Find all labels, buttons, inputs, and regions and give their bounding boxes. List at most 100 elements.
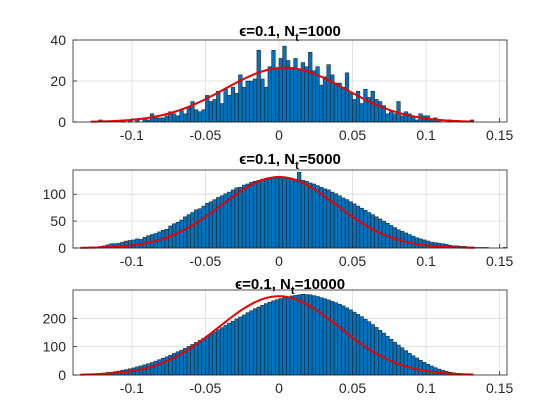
panel-2-bar-37	[216, 197, 221, 249]
panel-2-xtick-label-3: 0	[275, 253, 283, 269]
panel-2-xtick-label-2: -0.05	[189, 253, 221, 269]
panel-1-bar-55	[297, 68, 302, 123]
panel-1-ytick-label-1: 0	[58, 114, 66, 130]
panel-3-bar-33	[197, 340, 202, 376]
panel-3-bar-19	[146, 363, 151, 376]
panel-3-xtick-label-6: 0.15	[486, 380, 513, 396]
panel-1-bar-42	[249, 80, 254, 123]
panel-1-bar-46	[264, 86, 269, 123]
panel-1-bar-83	[400, 115, 405, 123]
panel-3-bar-96	[429, 365, 434, 376]
panel-3-bar-48	[252, 308, 258, 376]
panel-1-bar-57	[304, 66, 309, 123]
panel-3-bar-45	[241, 314, 247, 376]
panel-3-ytick-label-2: 100	[43, 339, 67, 355]
panel-1-bar-53	[289, 68, 294, 123]
panel-1-bar-68	[344, 72, 350, 123]
panel-1-bar-75	[370, 91, 375, 123]
panel-1-bar-61	[319, 84, 324, 123]
panel-2-bar-63	[311, 183, 316, 249]
panel-2-bar-64	[315, 185, 320, 249]
panel-1-bar-21	[172, 113, 177, 123]
panel-2-bar-42	[234, 187, 239, 249]
panel-1-bar-40	[241, 86, 247, 123]
panel-2-bar-53	[275, 177, 280, 249]
panel-3-bar-87	[396, 344, 401, 376]
panel-3-bar-69	[330, 301, 335, 376]
panel-2-bar-48	[256, 179, 261, 249]
panel-3-xtick-label-4: 0.05	[339, 380, 366, 396]
panel-2-bar-36	[212, 199, 217, 249]
panel-2-bar-72	[344, 199, 350, 249]
panel-1-bar-44	[256, 50, 261, 123]
panel-3-bar-38	[216, 329, 221, 376]
panel-1-bar-49	[275, 68, 280, 123]
panel-2-bar-61	[304, 181, 309, 249]
panel-2-bar-30	[190, 212, 195, 249]
panel-3-bar-70	[333, 302, 339, 376]
panel-1-bar-81	[392, 113, 397, 123]
panel-1-bar-52	[286, 60, 291, 123]
panel-2-bar-69	[333, 193, 339, 249]
panel-1-bar-79	[385, 113, 390, 123]
panel-1-bar-48	[271, 50, 276, 123]
panel-2-ytick-label-1: 0	[58, 240, 66, 256]
panel-3-bar-93	[418, 360, 423, 376]
panel-2: -0.1 -0.05 0 0.05 0.1 0.15 0 50 100 ϵ=0.1, Nt=50…	[43, 151, 514, 269]
panel-3-ytick-label-1: 0	[58, 367, 66, 383]
panel-1-bar-76	[374, 99, 379, 123]
panel-2-bar-79	[370, 214, 375, 249]
panel-3-bar-20	[149, 362, 155, 376]
panel-1-bar-34	[219, 103, 225, 123]
panel-1-fit-curve	[90, 66, 474, 123]
panel-2-bar-57	[289, 178, 294, 249]
panel-3-bar-18	[142, 364, 147, 376]
panel-2-xtick-label-5: 0.1	[416, 253, 436, 269]
panel-3-axes-box	[72, 289, 508, 376]
panel-1-bar-31	[208, 101, 214, 123]
panel-3-bar-74	[348, 309, 353, 376]
panel-1-bar-70	[352, 99, 357, 123]
panel-3-bar-57	[286, 296, 291, 376]
panel-1-xtick-label-3: 0	[275, 127, 283, 143]
panel-2-title: ϵ=0.1, Nt=5000	[239, 151, 341, 172]
panel-1-bar-45	[260, 78, 265, 123]
panel-2-bar-55	[282, 177, 287, 249]
panel-3-bar-39	[219, 327, 225, 376]
panel-2-bar-26	[175, 221, 180, 249]
panel-1-title: ϵ=0.1, Nt=1000	[239, 23, 341, 44]
panel-2-bar-52	[271, 177, 276, 249]
panel-3-bar-82	[378, 329, 383, 376]
panel-3-bar-88	[400, 347, 405, 376]
panel-3-bar-89	[403, 350, 408, 376]
panel-3-bar-92	[414, 357, 419, 376]
panel-2-bar-59	[297, 171, 302, 249]
panel-1-bar-47	[267, 66, 272, 123]
panel-2-bar-77	[363, 210, 368, 249]
panel-3-bar-71	[337, 303, 342, 376]
panel-1-bar-62	[322, 76, 328, 123]
panel-2-bar-51	[267, 177, 272, 249]
panel-3-bar-23	[161, 358, 166, 376]
panel-1-bar-27	[194, 109, 199, 123]
panel-2-bar-58	[293, 178, 298, 249]
panel-2-bar-60	[300, 179, 305, 249]
panel-3-bar-52	[267, 301, 272, 376]
panel-3-bar-54	[275, 299, 280, 376]
panel-2-bar-28	[183, 216, 188, 249]
panel-1-bar-17	[157, 117, 162, 123]
panel-3-xtick-label-3: 0	[275, 380, 283, 396]
panel-1-bar-51	[282, 45, 287, 123]
panel-2-bar-56	[286, 177, 291, 249]
panel-2-bar-73	[348, 201, 353, 249]
panel-3-bar-94	[422, 362, 427, 376]
panel-1-bar-32	[212, 99, 217, 123]
panel-3-bar-43	[234, 318, 239, 376]
panel-3-bar-37	[212, 331, 217, 376]
panel-1-bar-29	[201, 109, 206, 123]
panel-2-xtick-label-6: 0.15	[486, 253, 513, 269]
panel-3-bar-68	[326, 299, 331, 376]
panel-2-ytick-label-3: 100	[43, 186, 67, 202]
panel-3-bar-35	[205, 335, 210, 376]
panel-3-bar-65	[315, 296, 320, 376]
